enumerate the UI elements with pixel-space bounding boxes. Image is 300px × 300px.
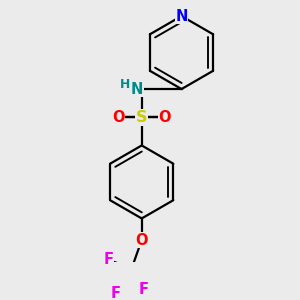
Text: N: N [130,82,143,97]
Text: S: S [136,110,148,125]
Text: O: O [159,110,171,125]
Text: F: F [103,252,113,267]
Text: F: F [110,286,120,300]
Text: O: O [136,232,148,247]
Text: N: N [175,9,188,24]
Text: F: F [138,282,148,297]
Text: H: H [120,78,130,91]
Text: O: O [112,110,125,125]
